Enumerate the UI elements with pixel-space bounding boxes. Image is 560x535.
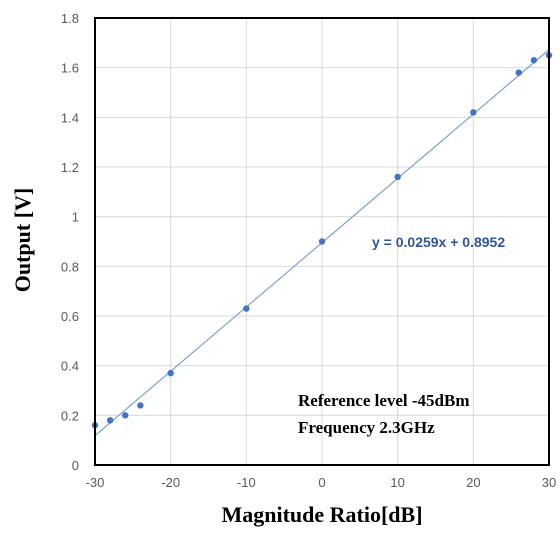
x-tick-label: 30: [542, 475, 556, 490]
data-point: [318, 238, 326, 245]
y-tick-label: 1.8: [61, 11, 79, 26]
y-tick-label: 0.4: [61, 359, 79, 374]
y-tick-label: 0.8: [61, 259, 79, 274]
data-points: [91, 52, 553, 429]
y-tick-label: 0: [72, 458, 79, 473]
x-axis-label: Magnitude Ratio[dB]: [221, 502, 422, 527]
plot-frame: [94, 17, 550, 466]
y-tick-label: 0.2: [61, 408, 79, 423]
y-tick-label: 1.2: [61, 160, 79, 175]
data-point: [394, 173, 401, 181]
x-tick-label: -20: [161, 475, 180, 490]
y-axis-label: Output [V]: [10, 188, 35, 293]
data-point: [243, 305, 250, 312]
x-tick-label: -10: [237, 475, 256, 490]
y-tick-label: 0.6: [61, 309, 79, 324]
data-point: [137, 402, 144, 409]
data-point: [470, 109, 477, 116]
data-point: [515, 69, 522, 76]
x-tick-label: 10: [390, 475, 404, 490]
x-tick-label: 0: [318, 475, 325, 490]
x-tick-label: 20: [466, 475, 480, 490]
y-tick-label: 1.4: [61, 110, 79, 125]
data-point: [530, 57, 538, 64]
y-tick-label: 1: [72, 210, 79, 225]
annotation-reference-level: Reference level -45dBm: [298, 391, 470, 410]
data-point: [167, 369, 174, 377]
x-tick-label: -30: [86, 475, 105, 490]
data-point: [106, 417, 114, 424]
data-point: [122, 412, 129, 419]
trendline-equation: y = 0.0259x + 0.8952: [372, 234, 505, 250]
tick-labels: 0 0.2 0.4 0.6 0.8 1 1.2 1.4 1.6 1.8 -30 -20 -10 0 10 20…: [61, 11, 556, 490]
y-tick-label: 1.6: [61, 61, 79, 76]
annotation-frequency: Frequency 2.3GHz: [298, 418, 435, 437]
